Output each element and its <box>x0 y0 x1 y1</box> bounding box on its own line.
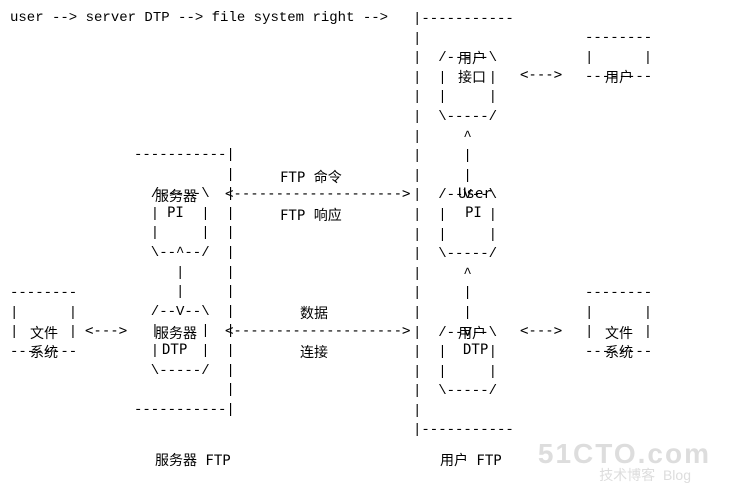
arrow-ftpcmd: <--------------------> <box>225 186 410 202</box>
connection-label: 连接 <box>300 342 328 362</box>
server-dtp-line1: 服务器 <box>155 323 197 343</box>
arrow-ui-user: <---> <box>520 67 562 83</box>
server-pi-line2: PI <box>167 205 184 221</box>
fs-left-line1: 文件 <box>30 323 58 343</box>
server-pi-line1: 服务器 <box>155 186 197 206</box>
user-dtp-line2: DTP <box>463 342 488 358</box>
ftp-command-label: FTP 命令 <box>280 167 342 187</box>
user-interface-line2: 接口 <box>458 67 486 87</box>
user-pi-line1: User <box>458 186 492 202</box>
data-label: 数据 <box>300 303 328 323</box>
server-ftp-label: 服务器 FTP <box>155 450 231 470</box>
fs-right-line2: 系统 <box>605 342 633 362</box>
ftp-response-label: FTP 响应 <box>280 205 342 225</box>
watermark-main: 51CTO.com <box>538 438 711 470</box>
arrow-udtp-fs: <---> <box>520 323 562 339</box>
server-dtp-line2: DTP <box>162 342 187 358</box>
user-pi-line2: PI <box>465 205 482 221</box>
user-ftp-label: 用户 FTP <box>440 450 502 470</box>
watermark-sub: 技术博客 Blog <box>599 465 691 485</box>
user-label: 用户 <box>605 67 633 87</box>
user-dtp-line1: 用户 <box>458 323 486 343</box>
arrow-fs-sdtp: <---> <box>85 323 127 339</box>
arrow-data: <--------------------> <box>225 323 410 339</box>
fs-left-line2: 系统 <box>30 342 58 362</box>
user-interface-line1: 用户 <box>458 48 486 68</box>
fs-right-line1: 文件 <box>605 323 633 343</box>
